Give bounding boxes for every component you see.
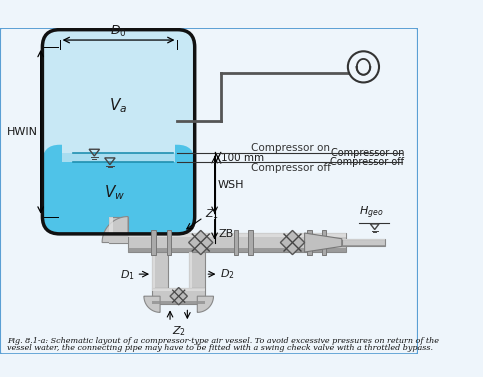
Polygon shape <box>144 296 160 313</box>
Bar <box>152 252 168 288</box>
Bar <box>189 252 205 288</box>
FancyBboxPatch shape <box>43 145 195 234</box>
Bar <box>128 233 346 252</box>
Text: 100 mm: 100 mm <box>221 153 264 163</box>
Bar <box>128 248 346 252</box>
Text: Compressor off: Compressor off <box>330 157 404 167</box>
Bar <box>189 252 192 288</box>
Text: $V_a$: $V_a$ <box>110 97 128 115</box>
Text: HWIN: HWIN <box>7 127 38 137</box>
Bar <box>152 301 205 304</box>
Bar <box>109 233 128 242</box>
Bar <box>109 216 128 242</box>
Bar <box>109 216 113 242</box>
Text: $Z_2$: $Z_2$ <box>171 324 185 338</box>
Bar <box>248 230 253 254</box>
Bar <box>342 245 385 246</box>
Text: Compressor on: Compressor on <box>251 143 330 153</box>
Bar <box>152 288 205 291</box>
Bar <box>322 230 326 254</box>
Polygon shape <box>102 216 128 242</box>
Bar <box>307 230 312 254</box>
Bar <box>152 252 155 288</box>
Text: $V_w$: $V_w$ <box>104 183 125 202</box>
Text: $D_1$: $D_1$ <box>120 268 135 282</box>
Bar <box>152 230 156 254</box>
Text: Compressor on: Compressor on <box>330 149 404 158</box>
Bar <box>62 153 175 162</box>
FancyBboxPatch shape <box>0 28 418 354</box>
Bar <box>342 239 385 240</box>
Polygon shape <box>197 296 213 313</box>
Text: ZB: ZB <box>218 229 233 239</box>
Bar <box>62 162 175 199</box>
Bar <box>152 288 205 304</box>
Bar <box>62 47 175 162</box>
Text: vessel water, the connecting pipe may have to be fitted with a swing check valve: vessel water, the connecting pipe may ha… <box>7 345 433 352</box>
Polygon shape <box>189 230 213 254</box>
Polygon shape <box>170 288 187 305</box>
Text: $D_2$: $D_2$ <box>220 267 235 281</box>
Text: $Z_1$: $Z_1$ <box>205 207 219 221</box>
Bar <box>128 233 346 237</box>
Bar <box>342 239 385 246</box>
Bar <box>167 230 171 254</box>
Text: $H_{geo}$: $H_{geo}$ <box>359 204 384 221</box>
Text: Fig. 8.1-a: Schematic layout of a compressor-type air vessel. To avoid excessive: Fig. 8.1-a: Schematic layout of a compre… <box>7 337 439 345</box>
Polygon shape <box>305 233 342 252</box>
FancyBboxPatch shape <box>43 30 195 234</box>
Text: WSH: WSH <box>218 180 244 190</box>
Bar <box>234 230 238 254</box>
Polygon shape <box>280 230 305 254</box>
Text: $D_0$: $D_0$ <box>110 24 127 39</box>
Text: Compressor off: Compressor off <box>251 163 331 173</box>
